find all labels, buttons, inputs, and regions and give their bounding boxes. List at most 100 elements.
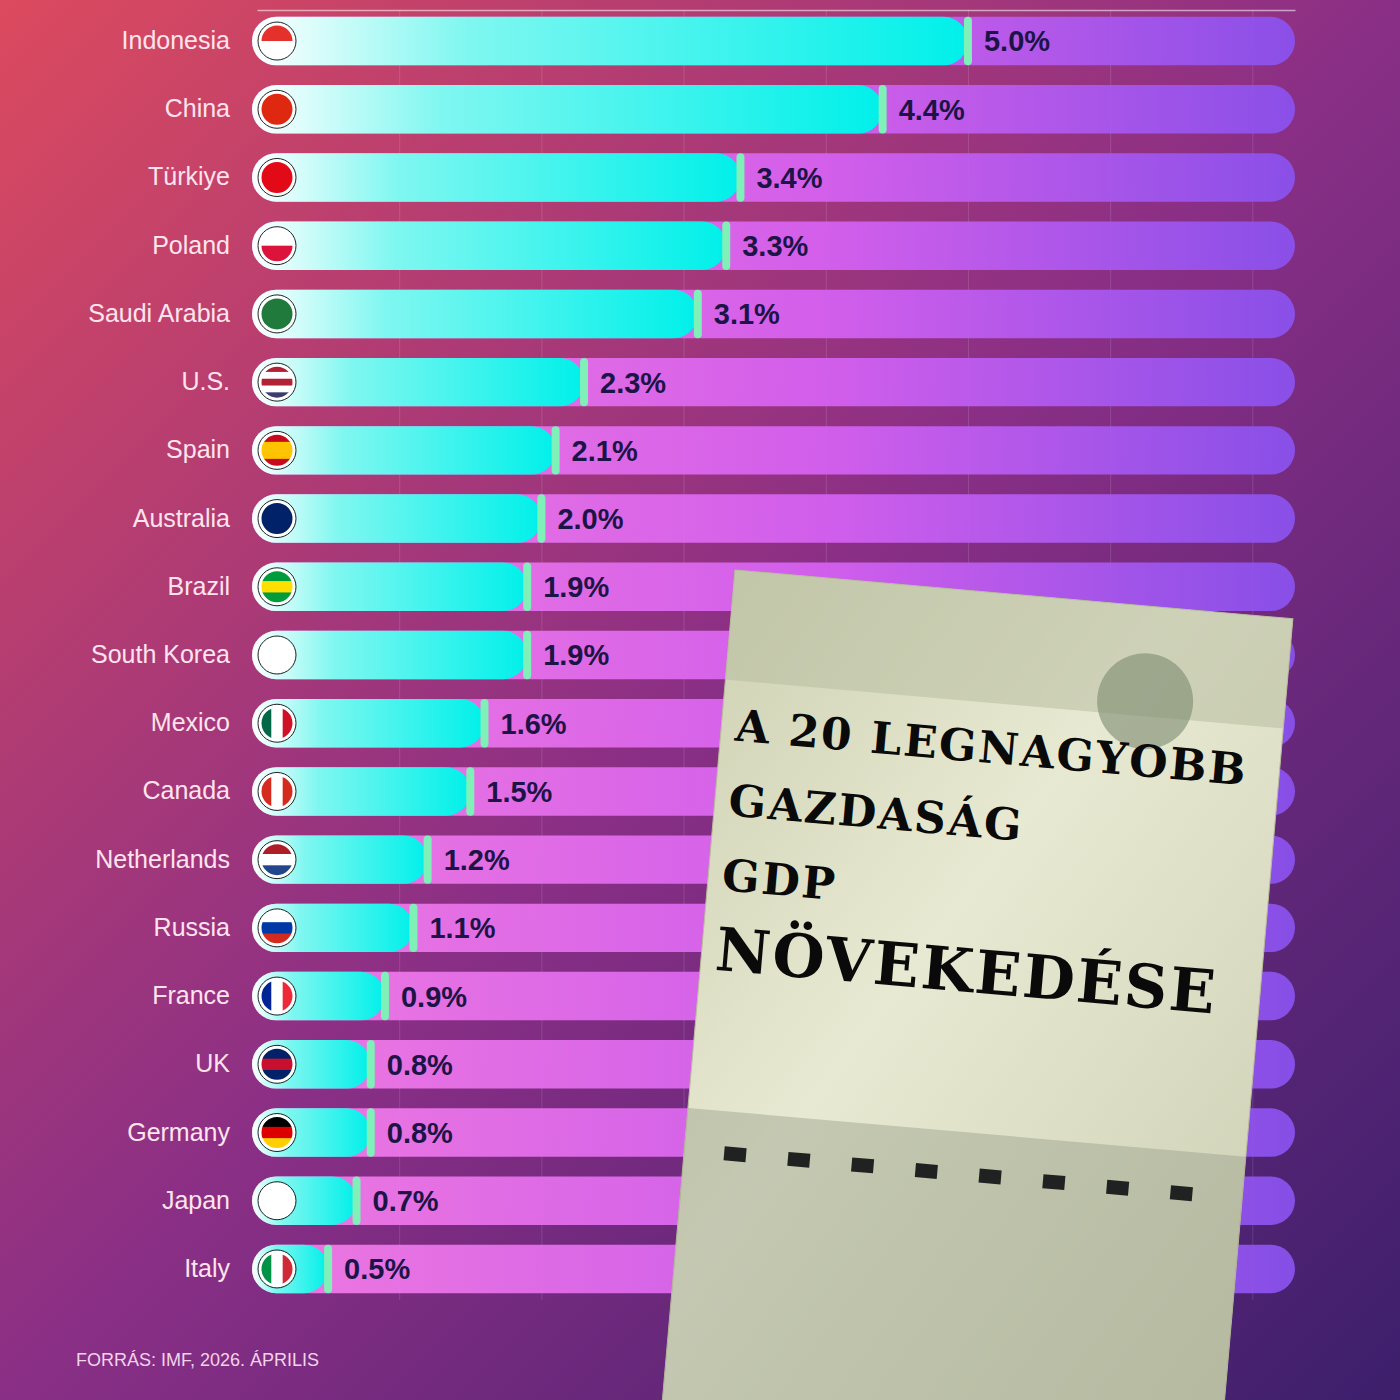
flag xyxy=(260,843,294,878)
bar-end xyxy=(381,972,389,1020)
data-label: 1.1% xyxy=(429,912,495,944)
flag-stripe xyxy=(260,386,294,393)
track xyxy=(252,17,1295,65)
bar-end xyxy=(324,1245,332,1293)
flag xyxy=(260,911,294,945)
tick: Australia xyxy=(133,504,230,532)
category-label: Netherlands xyxy=(95,845,230,873)
flag xyxy=(260,433,294,468)
bar-end xyxy=(879,85,887,133)
track xyxy=(252,153,1295,201)
tick: Brazil xyxy=(167,572,230,600)
tick: Italy xyxy=(184,1254,230,1282)
bar xyxy=(252,1177,357,1225)
track xyxy=(252,494,1295,542)
tick: Russia xyxy=(154,913,231,941)
flag-border xyxy=(260,297,294,331)
flag-stripe xyxy=(260,922,294,934)
banknote-dash xyxy=(851,1157,874,1173)
flag-outline xyxy=(258,363,296,401)
bar-end xyxy=(552,426,560,474)
flag-stripe xyxy=(260,638,294,673)
flag xyxy=(260,979,295,1013)
flag xyxy=(260,774,295,808)
bar-end xyxy=(424,835,432,883)
category-label: Germany xyxy=(127,1118,230,1146)
tick: Japan xyxy=(162,1186,230,1214)
flag xyxy=(260,1252,295,1286)
track xyxy=(252,426,1295,474)
data-label: 3.3% xyxy=(742,230,808,262)
category-label: China xyxy=(165,94,230,122)
flag xyxy=(260,706,295,740)
flag-stripe xyxy=(260,442,294,451)
bar-end xyxy=(580,358,588,406)
bar-end xyxy=(481,699,489,747)
flag-stripe xyxy=(260,1184,294,1219)
data-label: 1.6% xyxy=(501,708,567,740)
tick: Canada xyxy=(142,776,230,804)
category-label: France xyxy=(152,981,230,1009)
flag-stripe xyxy=(260,502,294,536)
bar xyxy=(252,904,413,952)
bar-end xyxy=(523,563,531,611)
bar-end xyxy=(964,17,972,65)
bar xyxy=(252,221,726,269)
track xyxy=(252,221,1295,269)
data-label: 0.7% xyxy=(373,1185,439,1217)
bar-end xyxy=(722,221,730,269)
banknote-dash xyxy=(979,1169,1002,1185)
flag-stripe xyxy=(271,774,283,808)
banknote-dash xyxy=(787,1152,810,1168)
flag-outline xyxy=(258,295,296,333)
banknote-paper xyxy=(657,570,1293,1400)
tick: Poland xyxy=(152,231,230,259)
bar xyxy=(252,835,428,883)
flag-border xyxy=(260,638,294,672)
category-label: Japan xyxy=(162,1186,230,1214)
data-label: 2.0% xyxy=(557,503,623,535)
banknote-band xyxy=(657,1108,1246,1400)
flag-stripe xyxy=(260,450,294,459)
tick: Mexico xyxy=(151,708,230,736)
category-label: Australia xyxy=(133,504,230,532)
category-label: Mexico xyxy=(151,708,230,736)
flag-border xyxy=(260,1116,294,1150)
tick: France xyxy=(152,981,230,1009)
category-label: Brazil xyxy=(167,572,230,600)
flag-stripe xyxy=(260,92,294,127)
category-label: South Korea xyxy=(91,640,230,668)
flag-outline xyxy=(258,636,296,674)
bar xyxy=(252,153,740,201)
flag-border xyxy=(260,1252,294,1286)
flag-outline xyxy=(258,568,296,606)
bar-end xyxy=(466,767,474,815)
flag-border xyxy=(260,1047,294,1081)
bar xyxy=(252,699,485,747)
flag-stripe xyxy=(260,372,294,379)
flag-stripe xyxy=(271,1252,283,1286)
banknote-dash xyxy=(1106,1180,1129,1196)
category-label: Canada xyxy=(142,776,230,804)
flag-outline xyxy=(258,772,296,810)
flag-border xyxy=(260,92,294,126)
flag-outline xyxy=(258,977,296,1015)
title-line: GDP xyxy=(720,849,839,910)
bar-end xyxy=(367,1108,375,1156)
banknote-dash xyxy=(724,1146,747,1162)
flag-border xyxy=(260,24,294,58)
flags xyxy=(258,22,296,1288)
banknote: A 20 LEGNAGYOBBGAZDASÁGGDPNÖVEKEDÉSE xyxy=(657,570,1293,1400)
data-label: 1.9% xyxy=(543,639,609,671)
tick: Netherlands xyxy=(95,845,230,873)
bar xyxy=(252,358,584,406)
flag-outline xyxy=(258,22,296,60)
flag-stripe xyxy=(260,1059,294,1071)
data-label: 1.2% xyxy=(444,844,510,876)
flag-border xyxy=(260,160,294,194)
flag-border xyxy=(260,433,294,467)
flag-outline xyxy=(258,227,296,265)
flag-border xyxy=(260,979,294,1013)
tick: China xyxy=(165,94,230,122)
flag-outline xyxy=(258,1182,296,1220)
